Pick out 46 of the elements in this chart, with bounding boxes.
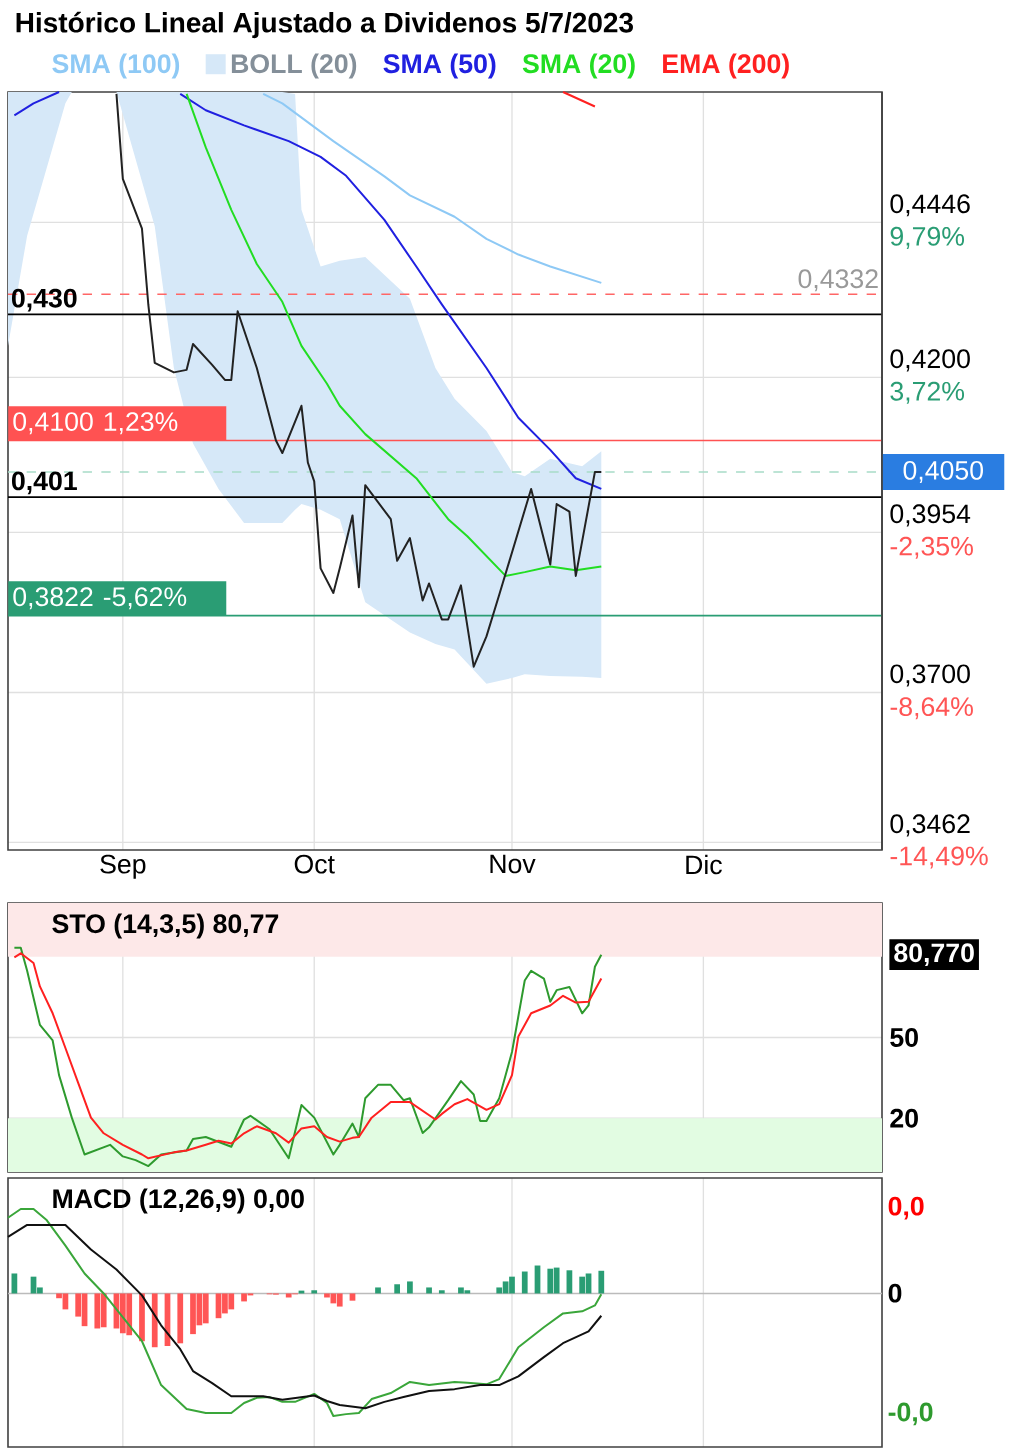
text: SMA (100): [52, 53, 180, 79]
ref-line-label: 0,4050: [903, 460, 983, 483]
y2-tick-label: 9,79%: [890, 226, 965, 249]
ref-line-label: 0,3822 -5,62%: [13, 587, 187, 610]
bar: [375, 1287, 381, 1294]
bar: [598, 1270, 605, 1294]
y2-tick-label: 3,72%: [890, 381, 965, 404]
chart-title: MACD (12,26,9) 0,00: [53, 1188, 304, 1214]
y-tick-label: 0,3700: [890, 664, 970, 687]
bar: [426, 1287, 432, 1294]
ref-line-label: 0,4100 1,23%: [13, 412, 178, 435]
bar: [394, 1284, 401, 1294]
y-tick-label: 20: [890, 1108, 918, 1128]
y2-tick-label: -14,49%: [890, 846, 988, 869]
x-tick-label: Oct: [294, 854, 335, 874]
x-tick-label: Sep: [100, 854, 146, 879]
text: SMA (50): [383, 53, 496, 79]
x-tick-label: Dic: [686, 854, 722, 875]
text: -0,0: [888, 1402, 933, 1426]
y2-tick-label: -2,35%: [890, 536, 973, 559]
chart-title: Histórico Lineal Ajustado a Dividenos 5/7/2023: [16, 11, 633, 39]
bar: [139, 1293, 145, 1342]
bar: [349, 1293, 356, 1301]
text: 0,0: [888, 1196, 924, 1220]
bar: [407, 1281, 413, 1294]
x-tick-label: Nov: [490, 854, 536, 874]
text: EMA (200): [663, 53, 789, 79]
bar: [521, 1271, 528, 1294]
y-tick-label: 0,4446: [890, 194, 970, 217]
bar: [438, 1290, 445, 1294]
legend-label: BOLL (20): [231, 53, 357, 79]
text: SMA (20): [522, 53, 635, 79]
y-tick-label: 50: [890, 1028, 918, 1047]
y-tick-label: 0,4200: [890, 349, 970, 372]
ref-line-label: 0,4332: [798, 269, 878, 292]
y-tick-label: 0,3462: [890, 814, 970, 837]
y2-tick-label: -8,64%: [890, 697, 973, 720]
y-tick-label: 80,770: [894, 943, 974, 967]
chart-title: STO (14,3,5) 80,77: [52, 913, 279, 939]
y-tick-label: 0,3954: [890, 504, 971, 527]
bar: [151, 1293, 158, 1348]
ref-line-label: 0,430: [11, 288, 77, 312]
text: 0: [888, 1283, 902, 1303]
bar: [177, 1293, 184, 1344]
ref-line-label: 0,401: [11, 471, 77, 495]
bar: [311, 1290, 318, 1294]
